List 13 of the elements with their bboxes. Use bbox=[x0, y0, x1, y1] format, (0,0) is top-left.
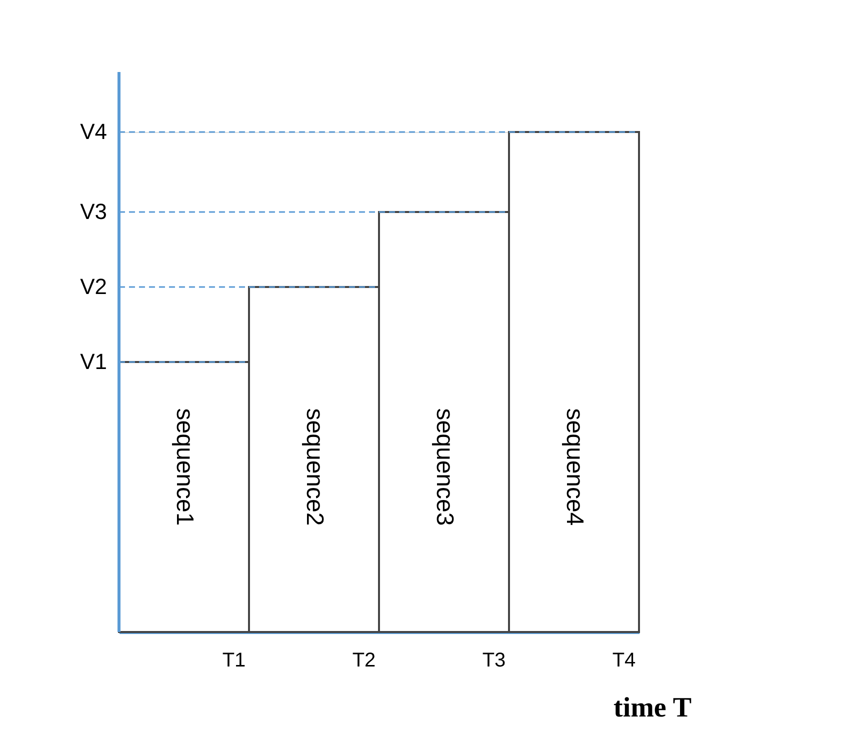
ref-line-label: V1 bbox=[80, 349, 107, 374]
x-axis-title: time T bbox=[614, 692, 692, 724]
annotation: sequence2 bbox=[301, 408, 328, 526]
ref-line-label: V3 bbox=[80, 199, 107, 224]
annotation: sequence3 bbox=[431, 408, 458, 526]
annotation: sequence4 bbox=[561, 408, 588, 526]
ref-line-label: V4 bbox=[80, 119, 107, 144]
ref-line-label: V2 bbox=[80, 274, 107, 299]
x-tick-label: T2 bbox=[352, 650, 376, 672]
x-tick-label: T3 bbox=[482, 650, 506, 672]
annotation: sequence1 bbox=[171, 408, 198, 526]
x-tick-label: T1 bbox=[222, 650, 246, 672]
x-tick-label: T4 bbox=[612, 650, 636, 672]
